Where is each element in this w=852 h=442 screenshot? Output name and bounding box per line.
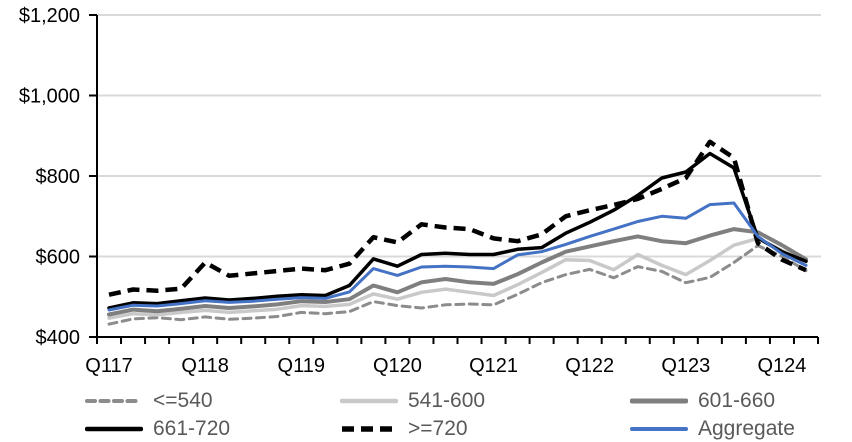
y-axis-label: $1,000 (19, 86, 80, 108)
series-line-aggregate (107, 201, 808, 312)
legend-label: >=720 (408, 417, 468, 440)
legend-label: Aggregate (698, 417, 795, 440)
legend-line-icon-le-540 (85, 399, 143, 403)
legend: <=540 541-600 601-660 661-720 >=720 Aggregate (0, 380, 852, 442)
x-axis-label: Q120 (373, 355, 422, 377)
series-line-ge-720 (108, 139, 807, 297)
series-line-541-600 (107, 236, 808, 320)
x-axis-label: Q122 (565, 355, 614, 377)
legend-item-541-600: 541-600 (340, 388, 485, 414)
legend-label: 661-720 (153, 417, 231, 440)
legend-line-icon-661-720 (85, 426, 143, 432)
legend-line-icon-aggregate (630, 427, 688, 431)
legend-item-aggregate: Aggregate (630, 416, 795, 442)
y-axis-label: $600 (36, 247, 81, 269)
x-axis-label: Q117 (85, 355, 132, 377)
legend-line-icon-ge-720 (342, 426, 396, 432)
x-axis-label: Q121 (469, 355, 518, 377)
legend-label: <=540 (153, 389, 213, 412)
legend-label: 601-660 (698, 389, 776, 412)
x-axis-label: Q124 (757, 355, 806, 377)
legend-label: 541-600 (408, 389, 486, 412)
x-axis-label: Q123 (661, 355, 710, 377)
legend-item-le-540: <=540 (85, 388, 213, 414)
x-axis-label: Q119 (278, 355, 325, 377)
series-line-le-540 (107, 244, 808, 326)
y-axis-label: $400 (36, 327, 81, 349)
y-axis-label: $1,200 (19, 5, 80, 27)
legend-item-ge-720: >=720 (340, 416, 468, 442)
x-axis-label: Q118 (181, 355, 228, 377)
series-line-601-660 (107, 227, 808, 317)
legend-item-661-720: 661-720 (85, 416, 230, 442)
legend-line-icon-601-660 (630, 398, 688, 404)
y-axis-label: $800 (36, 166, 81, 188)
legend-line-icon-541-600 (340, 398, 398, 404)
legend-item-601-660: 601-660 (630, 388, 775, 414)
plot-area: $400 $600 $800 $1,000 $1,200 Q117 Q118 Q119 Q120… (19, 5, 821, 377)
